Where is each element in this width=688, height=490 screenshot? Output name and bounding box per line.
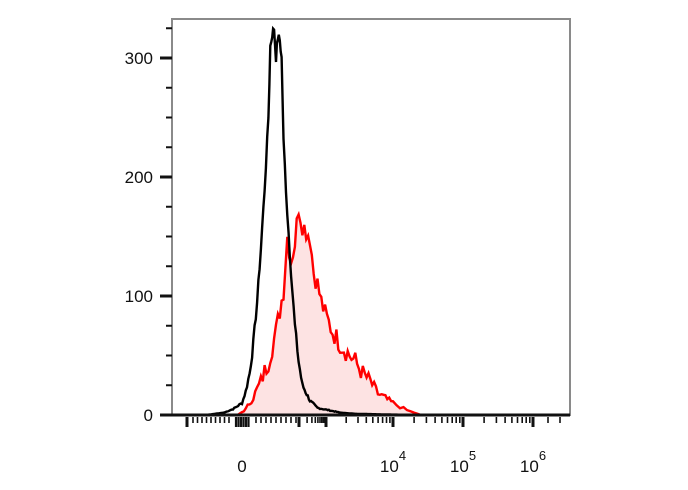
y-tick-label: 0 <box>144 406 153 425</box>
y-tick-label: 200 <box>125 168 153 187</box>
plot-frame <box>171 18 571 416</box>
y-axis-labels: 0 100 200 300 <box>125 49 153 425</box>
x-tick-label: 104 <box>380 448 406 476</box>
x-tick-label: 0 <box>237 457 246 476</box>
x-axis <box>185 417 561 427</box>
x-tick-label: 105 <box>450 448 476 476</box>
x-tick-label: 106 <box>520 448 546 476</box>
y-tick-label: 100 <box>125 287 153 306</box>
y-tick-label: 300 <box>125 49 153 68</box>
y-axis <box>160 27 172 417</box>
x-axis-labels: 0 104 105 106 <box>237 448 546 476</box>
stained-sample-histogram <box>236 210 422 417</box>
